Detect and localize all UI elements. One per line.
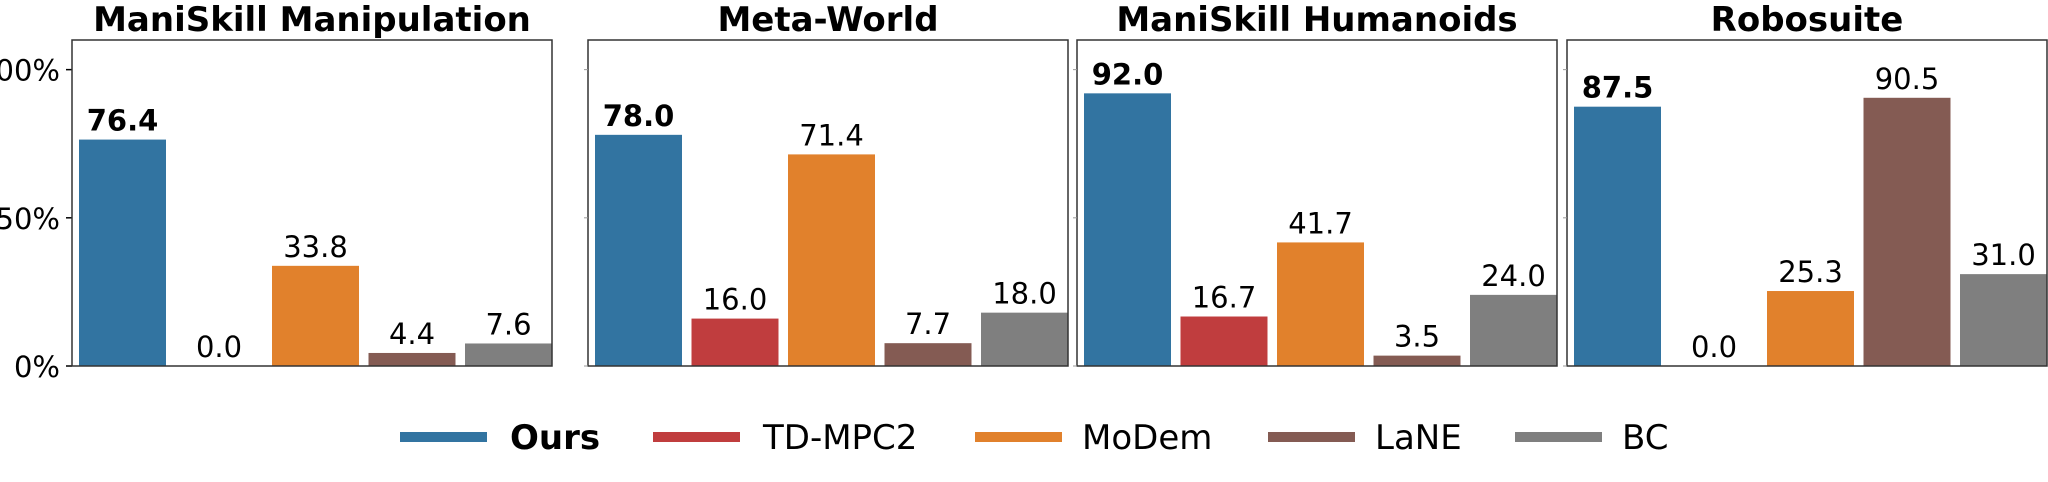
bar-value-label: 78.0 <box>603 99 675 133</box>
bar-modem <box>1277 242 1364 366</box>
legend-label: Ours <box>510 418 600 458</box>
bar-value-label: 33.8 <box>283 230 348 264</box>
bar-value-label: 25.3 <box>1778 255 1843 289</box>
panel-1: ManiSkill Manipulation 76.4 0.0 33.8 4.4 7.6 <box>71 0 553 367</box>
bar-ours <box>79 139 166 366</box>
bar-bc <box>465 343 552 366</box>
y-tick-label: 100% <box>0 54 60 88</box>
y-tick-label: 0% <box>14 350 60 384</box>
legend-label: LaNE <box>1375 418 1462 458</box>
bar-td-mpc2 <box>1180 316 1268 366</box>
bar-lane <box>884 343 972 366</box>
panel-title: Meta-World <box>717 0 938 40</box>
bar-value-label: 18.0 <box>992 277 1057 311</box>
bar-lane <box>368 352 456 366</box>
panel-2: Meta-World 78.0 16.0 71.4 7.7 18.0 <box>584 0 1069 367</box>
bar-value-label: 7.6 <box>485 307 531 341</box>
bar-value-label: 90.5 <box>1875 62 1940 96</box>
bar-value-label: 4.4 <box>389 317 435 351</box>
legend-label: BC <box>1622 418 1668 458</box>
panel-title: ManiSkill Humanoids <box>1116 0 1517 40</box>
panel-4: Robosuite 87.5 0.0 25.3 90.5 31.0 <box>1563 0 2048 367</box>
bar-modem <box>272 265 359 366</box>
bar-ours <box>595 134 682 366</box>
panel-frame <box>1566 39 2048 367</box>
bar-value-label: 41.7 <box>1288 206 1353 240</box>
bar-value-label: 0.0 <box>1691 330 1737 364</box>
legend-swatch <box>400 432 487 442</box>
legend-swatch <box>653 432 740 442</box>
y-tick-label: 50% <box>0 202 60 236</box>
bar-ours <box>1084 93 1171 366</box>
bar-bc <box>981 312 1068 366</box>
legend-label: MoDem <box>1082 418 1212 458</box>
bar-value-label: 0.0 <box>196 330 242 364</box>
bar-value-label: 76.4 <box>87 104 159 138</box>
panel-title: Robosuite <box>1711 0 1904 40</box>
panel-title: ManiSkill Manipulation <box>93 0 531 40</box>
legend-swatch <box>1515 432 1602 442</box>
bar-td-mpc2 <box>691 318 779 366</box>
bar-bc <box>1470 294 1557 366</box>
panel-frame <box>587 39 1069 367</box>
bar-value-label: 16.0 <box>703 283 768 317</box>
bar-value-label: 31.0 <box>1971 238 2036 272</box>
panel-frame <box>1076 39 1558 367</box>
legend-label: TD-MPC2 <box>762 418 917 458</box>
panel-frame <box>71 39 553 367</box>
bar-value-label: 92.0 <box>1092 57 1164 91</box>
legend-swatch <box>975 432 1062 442</box>
panel-3: ManiSkill Humanoids 92.0 16.7 41.7 3.5 24.0 <box>1073 0 1558 367</box>
bar-modem <box>788 154 875 366</box>
bar-lane <box>1373 355 1461 366</box>
bar-value-label: 3.5 <box>1394 320 1440 354</box>
bar-ours <box>1574 106 1661 366</box>
bar-value-label: 24.0 <box>1481 259 1546 293</box>
bar-value-label: 87.5 <box>1582 71 1654 105</box>
bar-value-label: 71.4 <box>799 118 864 152</box>
bar-lane <box>1863 97 1951 367</box>
bar-value-label: 7.7 <box>905 307 951 341</box>
legend-swatch <box>1268 432 1355 442</box>
bar-modem <box>1767 291 1854 366</box>
bar-bc <box>1960 274 2047 366</box>
bar-value-label: 16.7 <box>1192 281 1257 315</box>
legend: Ours TD-MPC2 MoDem LaNE BC <box>400 418 1668 458</box>
